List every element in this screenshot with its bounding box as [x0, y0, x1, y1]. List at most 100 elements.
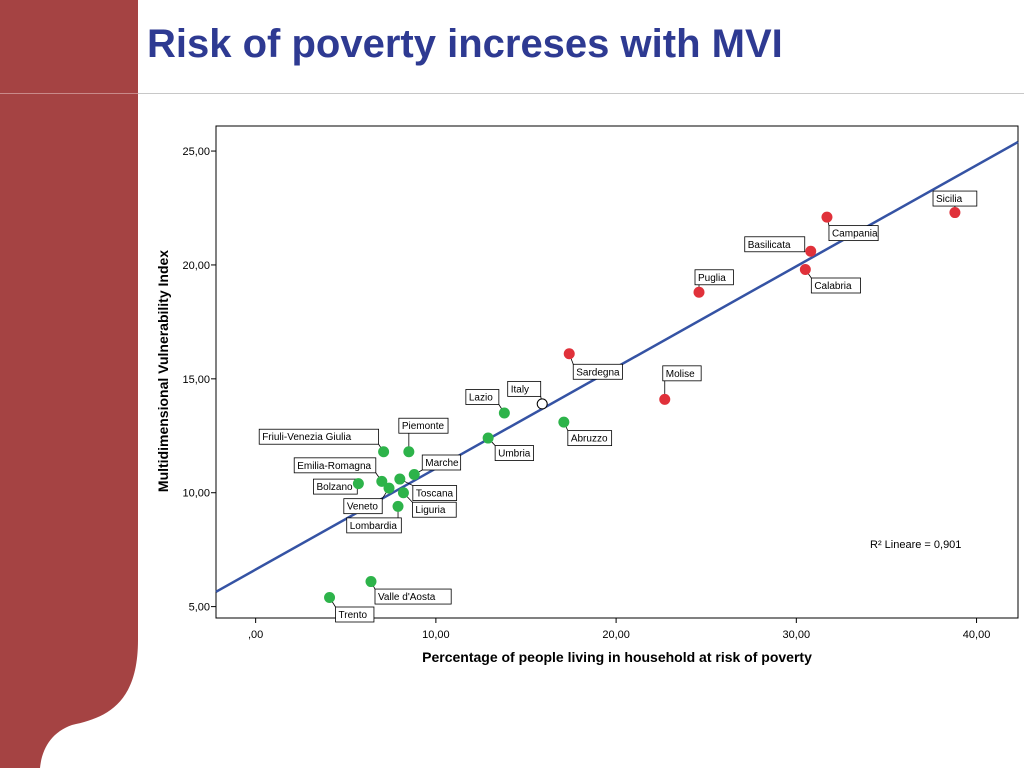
- point-label: Sicilia: [936, 194, 963, 205]
- r2-annotation: R² Lineare = 0,901: [870, 539, 961, 551]
- y-tick-label: 25,00: [182, 146, 210, 158]
- point-label: Emilia-Romagna: [297, 461, 371, 472]
- point-label-box: [932, 190, 978, 207]
- x-axis-title: Percentage of people living in household…: [422, 649, 812, 665]
- point-toscana: Toscana: [394, 473, 458, 501]
- point-marker: [805, 245, 817, 257]
- point-bolzano: Bolzano: [313, 478, 364, 495]
- point-marker: [324, 592, 336, 603]
- point-lombardia: Lombardia: [346, 500, 404, 534]
- point-label-box: [412, 485, 458, 501]
- y-tick-label: 10,00: [182, 488, 210, 500]
- y-tick-label: 15,00: [182, 374, 210, 386]
- point-marker: [482, 432, 494, 444]
- point-label: Bolzano: [316, 482, 353, 493]
- point-label-box: [374, 588, 452, 605]
- point-label-box: [343, 498, 383, 515]
- point-label: Italy: [511, 384, 529, 395]
- point-marker: [376, 475, 388, 487]
- point-trento: Trento: [324, 592, 375, 623]
- point-label-box: [572, 363, 623, 380]
- point-label-box: [828, 225, 879, 242]
- point-piemonte: Piemonte: [398, 417, 449, 458]
- x-axis: ,00 10,00 20,00 30,00 40,00: [248, 618, 990, 641]
- point-label-box: [507, 380, 542, 397]
- point-valle-d-aosta: Valle d'Aosta: [365, 576, 452, 605]
- sidebar-shape: [0, 0, 138, 768]
- point-liguria: Liguria: [397, 487, 457, 518]
- point-marker: [536, 398, 548, 410]
- point-label-box: [744, 236, 806, 253]
- point-label: Veneto: [347, 502, 379, 513]
- x-tick-label: ,00: [248, 629, 263, 641]
- point-marker: [394, 473, 406, 485]
- point-marker: [378, 446, 390, 458]
- point-marker: [949, 207, 961, 219]
- point-label-box: [494, 445, 534, 461]
- point-label: Valle d'Aosta: [378, 592, 436, 603]
- point-label-box: [412, 501, 457, 518]
- sidebar-decoration: [0, 0, 138, 768]
- point-marker: [821, 211, 833, 223]
- point-marker: [383, 482, 395, 494]
- y-tick-label: 5,00: [189, 602, 210, 614]
- point-marker: [403, 446, 415, 458]
- point-marker: [352, 478, 364, 490]
- divider-left: [0, 93, 138, 94]
- point-label-box: [465, 389, 500, 405]
- point-label-box: [258, 428, 380, 445]
- point-emilia-romagna: Emilia-Romagna: [293, 457, 388, 487]
- point-lazio: Lazio: [465, 389, 510, 419]
- point-label-box: [810, 277, 861, 294]
- point-marche: Marche: [408, 454, 462, 480]
- point-calabria: Calabria: [799, 264, 861, 294]
- y-tick-label: 20,00: [182, 260, 210, 272]
- point-label-box: [421, 454, 462, 471]
- point-label-box: [662, 365, 702, 382]
- point-label: Basilicata: [748, 240, 791, 251]
- point-label: Calabria: [814, 281, 852, 292]
- page-title: Risk of poverty increses with MVI: [147, 22, 783, 66]
- x-tick-label: 40,00: [963, 629, 991, 641]
- point-marker: [558, 416, 570, 428]
- point-marker: [799, 264, 811, 275]
- point-label: Campania: [832, 229, 878, 240]
- point-label: Sardegna: [576, 367, 620, 378]
- point-italy: Italy: [507, 380, 548, 410]
- point-campania: Campania: [821, 211, 879, 242]
- point-marker: [365, 576, 377, 588]
- point-marker: [397, 487, 409, 499]
- point-sicilia: Sicilia: [932, 190, 978, 219]
- point-label: Molise: [666, 369, 695, 380]
- data-points: Sicilia Campania Basilicata Calabria Puglia S…: [258, 190, 978, 623]
- point-label: Liguria: [415, 505, 445, 516]
- point-label: Puglia: [698, 273, 726, 284]
- point-friuli-venezia-giulia: Friuli-Venezia Giulia: [258, 428, 390, 458]
- point-basilicata: Basilicata: [744, 236, 817, 257]
- point-abruzzo: Abruzzo: [558, 416, 613, 447]
- point-label-box: [398, 417, 449, 434]
- y-axis-title: Multidimensional Vulnerability Index: [155, 250, 171, 492]
- point-label: Umbria: [498, 449, 531, 460]
- point-label-box: [567, 430, 613, 447]
- point-label-box: [694, 269, 734, 286]
- title-divider: [138, 93, 1024, 94]
- point-label: Piemonte: [402, 421, 445, 432]
- point-label: Abruzzo: [571, 434, 608, 445]
- point-marker: [392, 500, 404, 512]
- point-molise: Molise: [659, 365, 702, 405]
- point-marker: [693, 286, 705, 298]
- point-label: Friuli-Venezia Giulia: [262, 432, 351, 443]
- point-marker: [498, 407, 510, 419]
- point-marker: [563, 348, 575, 360]
- x-tick-label: 30,00: [783, 629, 811, 641]
- y-axis: 5,00 10,00 15,00 20,00 25,00: [182, 146, 216, 614]
- point-sardegna: Sardegna: [563, 348, 623, 380]
- point-umbria: Umbria: [482, 432, 534, 461]
- point-label: Marche: [425, 458, 459, 469]
- point-label: Lazio: [469, 393, 493, 404]
- point-label-box: [335, 606, 375, 623]
- x-tick-label: 20,00: [602, 629, 630, 641]
- x-tick-label: 10,00: [422, 629, 450, 641]
- point-puglia: Puglia: [693, 269, 734, 298]
